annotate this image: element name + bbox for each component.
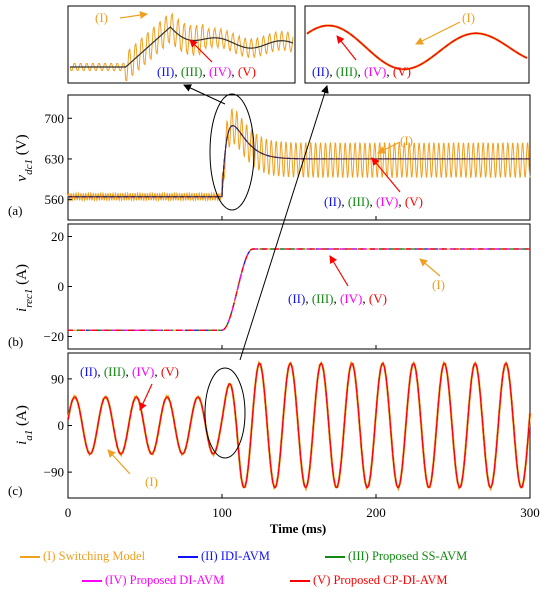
inset-right-series-I xyxy=(306,24,528,71)
y-tick-label-b: 0 xyxy=(58,279,65,294)
legend-swatch-IV xyxy=(82,580,102,583)
panel-b-arrow-group xyxy=(329,255,349,287)
callout-arrow-right xyxy=(239,85,329,361)
panel-a-arrow-group xyxy=(371,157,401,193)
legend-item-II: (II) IDI-AVM xyxy=(178,549,270,564)
panel-a-ylabel: vdc1 (V) xyxy=(14,134,35,181)
x-tick-label: 200 xyxy=(366,505,386,520)
series-average-overlay-vdc1 xyxy=(68,125,530,198)
y-tick-label-b: −20 xyxy=(44,329,64,344)
legend-item-I: (I) Switching Model xyxy=(20,549,145,564)
series-I-ia1 xyxy=(66,360,532,492)
series-III-irec1 xyxy=(68,248,530,331)
legend-item-V: (V) Proposed CP-DI-AVM xyxy=(290,573,448,588)
series-I-irec1 xyxy=(68,248,530,331)
panel-b-label-I: (I) xyxy=(432,277,445,292)
series-III-vdc1 xyxy=(68,125,530,198)
panel-a-tag: (a) xyxy=(8,203,22,218)
inset-left-series-average xyxy=(70,26,294,68)
series-I-vdc1 xyxy=(67,107,531,202)
y-tick-label-b: 20 xyxy=(51,229,64,244)
y-tick-label-a: 700 xyxy=(45,111,65,126)
y-tick-label-c: 0 xyxy=(58,418,65,433)
legend-swatch-V xyxy=(290,580,310,583)
panel-a-traces xyxy=(67,107,531,202)
panel-c-traces xyxy=(66,360,532,492)
y-tick-label-c: −90 xyxy=(44,465,64,480)
inset-right-arrow-I xyxy=(415,21,461,45)
series-V-ia1 xyxy=(67,362,531,489)
panel-b-ylabel: irec1 (A) xyxy=(14,264,35,312)
panel-b-traces xyxy=(68,248,530,331)
legend-item-III: (III) Proposed SS-AVM xyxy=(325,549,467,564)
inset-right-traces xyxy=(306,24,528,71)
inset-right-series-V xyxy=(306,24,528,70)
zoom-ellipse-c xyxy=(204,367,246,459)
panel-c-arrow-I xyxy=(107,449,131,475)
legend-item-IV: (IV) Proposed DI-AVM xyxy=(82,573,224,588)
legend-label-IV: (IV) Proposed DI-AVM xyxy=(105,573,225,587)
series-II-vdc1 xyxy=(68,125,530,198)
legend-label-I: (I) Switching Model xyxy=(43,549,146,563)
series-IV-irec1 xyxy=(68,248,530,331)
panel-b-label-group: (II), (III), (IV), (V) xyxy=(288,291,387,306)
inset-left-frame xyxy=(67,5,296,84)
callout-arrow-left xyxy=(183,84,226,105)
inset-right-label-group: (II), (III), (IV), (V) xyxy=(312,64,411,79)
panel-c-label-I: (I) xyxy=(145,474,158,489)
x-tick-label: 300 xyxy=(520,505,540,520)
x-tick-label: 0 xyxy=(65,505,72,520)
legend-swatch-II xyxy=(178,556,198,559)
x-axis-label: Time (ms) xyxy=(270,521,326,536)
panel-c-label-group: (II), (III), (IV), (V) xyxy=(80,364,179,379)
inset-left-arrow-group xyxy=(189,39,213,63)
annotations: (I) (II), (III), (IV), (V) (I) (II), (III),… xyxy=(80,10,475,489)
inset-right-arrow-group xyxy=(336,35,357,61)
inset-right-series-IV xyxy=(306,24,528,70)
inset-left-arrow-I xyxy=(119,11,148,19)
inset-right-series-III xyxy=(306,24,528,70)
legend-label-II: (II) IDI-AVM xyxy=(201,549,270,563)
y-tick-label-a: 560 xyxy=(45,192,65,207)
series-V-irec1 xyxy=(68,248,530,331)
inset-left-label-group: (II), (III), (IV), (V) xyxy=(157,64,256,79)
panel-a-frame xyxy=(67,94,531,221)
panel-b-tag: (b) xyxy=(8,334,23,349)
inset-left-traces xyxy=(69,12,294,82)
panel-c-tag: (c) xyxy=(8,483,22,498)
inset-right-frame xyxy=(304,5,530,84)
legend-swatch-III xyxy=(325,556,345,559)
legend-swatch-I xyxy=(20,556,40,559)
legend-label-III: (III) Proposed SS-AVM xyxy=(348,549,468,563)
panel-a-label-group: (II), (III), (IV), (V) xyxy=(324,194,423,209)
y-tick-label-a: 630 xyxy=(45,151,65,166)
panel-b-arrow-I xyxy=(419,258,441,277)
inset-left-label-I: (I) xyxy=(95,10,108,25)
series-V-vdc1 xyxy=(68,125,530,198)
zoom-ellipse-a xyxy=(209,93,255,211)
series-II-irec1 xyxy=(68,248,530,331)
y-tick-label-c: 90 xyxy=(51,371,64,386)
panel-a-label-I: (I) xyxy=(400,133,413,148)
panel-a-arrow-I xyxy=(377,141,401,154)
inset-right-series-II xyxy=(306,24,528,70)
inset-right-label-I: (I) xyxy=(462,10,475,25)
series-IV-vdc1 xyxy=(68,125,530,198)
x-tick-label: 100 xyxy=(212,505,232,520)
legend-label-V: (V) Proposed CP-DI-AVM xyxy=(313,573,448,587)
panel-c-ylabel: ia1 (A) xyxy=(14,405,35,445)
panel-c-arrow-group xyxy=(139,383,153,411)
